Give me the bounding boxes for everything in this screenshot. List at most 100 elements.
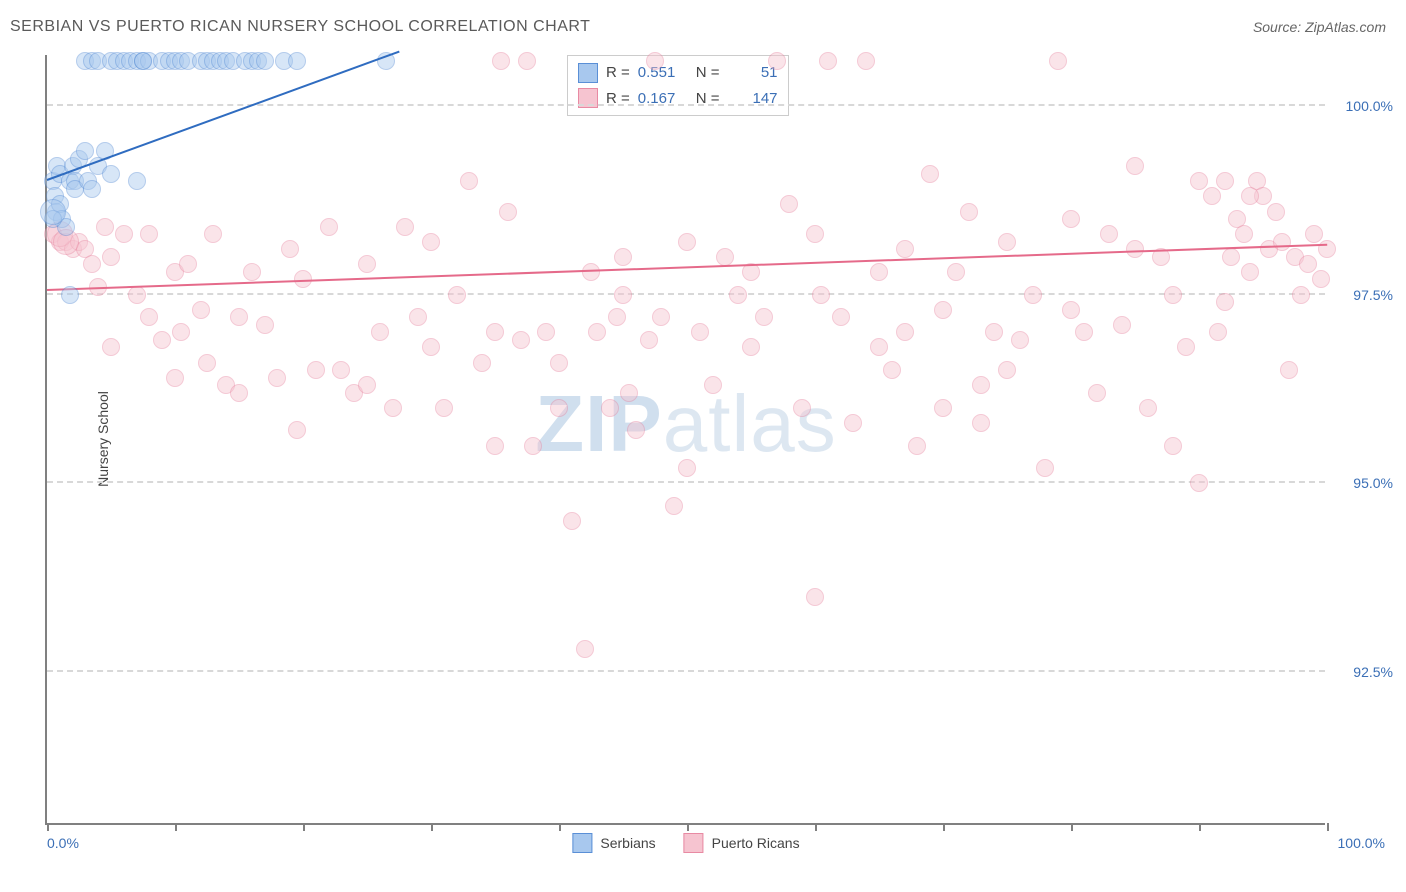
puerto-rican-point (819, 52, 837, 70)
puerto-rican-point (678, 233, 696, 251)
gridline (47, 104, 1325, 106)
legend-series: Serbians Puerto Ricans (572, 833, 799, 853)
gridline (47, 481, 1325, 483)
serbian-point (134, 52, 152, 70)
puerto-rican-point (512, 331, 530, 349)
puerto-rican-point (243, 263, 261, 281)
puerto-rican-point (179, 255, 197, 273)
puerto-rican-point (371, 323, 389, 341)
puerto-rican-point (153, 331, 171, 349)
puerto-rican-point (665, 497, 683, 515)
puerto-rican-point (1267, 203, 1285, 221)
puerto-rican-point (1241, 263, 1259, 281)
puerto-rican-point (1190, 172, 1208, 190)
puerto-rican-point (192, 301, 210, 319)
puerto-rican-point (448, 286, 466, 304)
chart-title: SERBIAN VS PUERTO RICAN NURSERY SCHOOL C… (10, 18, 590, 36)
puerto-rican-point (947, 263, 965, 281)
puerto-rican-point (896, 323, 914, 341)
puerto-rican-point (230, 384, 248, 402)
serbian-point (102, 165, 120, 183)
legend-label-serbians: Serbians (600, 835, 655, 851)
legend-item-serbians: Serbians (572, 833, 655, 853)
puerto-rican-point (998, 233, 1016, 251)
watermark-part2: atlas (663, 379, 837, 468)
puerto-rican-point (486, 437, 504, 455)
puerto-rican-point (1305, 225, 1323, 243)
puerto-rican-point (1273, 233, 1291, 251)
puerto-rican-point (563, 512, 581, 530)
puerto-rican-point (384, 399, 402, 417)
x-tick (1327, 823, 1329, 831)
legend-stats-puerto-ricans: R = 0.167 N = 147 (578, 86, 778, 112)
legend-label-puerto-ricans: Puerto Ricans (712, 835, 800, 851)
x-axis-min-label: 0.0% (47, 835, 79, 851)
n-label: N = (696, 60, 720, 86)
puerto-rican-point (806, 225, 824, 243)
puerto-rican-point (1241, 187, 1259, 205)
serbian-trend-line (47, 51, 400, 181)
puerto-rican-point (492, 52, 510, 70)
puerto-rican-point (230, 308, 248, 326)
puerto-rican-point (1280, 361, 1298, 379)
puerto-rican-point (768, 52, 786, 70)
puerto-rican-point (1062, 301, 1080, 319)
puerto-rican-point (934, 399, 952, 417)
gridline (47, 293, 1325, 295)
puerto-rican-point (780, 195, 798, 213)
puerto-rican-point (1222, 248, 1240, 266)
watermark-part1: ZIP (535, 379, 662, 468)
puerto-rican-point (844, 414, 862, 432)
puerto-rican-point (550, 354, 568, 372)
legend-stats-serbians: R = 0.551 N = 51 (578, 60, 778, 86)
puerto-rican-point (268, 369, 286, 387)
puerto-rican-point (256, 316, 274, 334)
puerto-rican-point (499, 203, 517, 221)
puerto-rican-point (627, 421, 645, 439)
puerto-rican-point (140, 225, 158, 243)
puerto-rican-point (422, 233, 440, 251)
x-tick (431, 823, 433, 831)
puerto-rican-point (985, 323, 1003, 341)
puerto-rican-point (646, 52, 664, 70)
puerto-rican-point (115, 225, 133, 243)
serbian-point (256, 52, 274, 70)
puerto-rican-point (601, 399, 619, 417)
puerto-rican-point (1024, 286, 1042, 304)
puerto-rican-point (812, 286, 830, 304)
puerto-rican-point (409, 308, 427, 326)
puerto-rican-point (742, 338, 760, 356)
x-tick (1199, 823, 1201, 831)
puerto-rican-point (704, 376, 722, 394)
r-label: R = (606, 60, 630, 86)
puerto-rican-point (1292, 286, 1310, 304)
puerto-rican-point (358, 255, 376, 273)
puerto-rican-point (473, 354, 491, 372)
puerto-rican-point (332, 361, 350, 379)
puerto-rican-point (1235, 225, 1253, 243)
puerto-rican-point (166, 369, 184, 387)
puerto-rican-point (1177, 338, 1195, 356)
plot-area: Nursery School ZIPatlas R = 0.551 N = 51… (45, 55, 1325, 825)
puerto-rican-point (793, 399, 811, 417)
x-tick (815, 823, 817, 831)
puerto-rican-point (1088, 384, 1106, 402)
puerto-rican-point (614, 286, 632, 304)
legend-swatch-puerto-ricans-b (684, 833, 704, 853)
puerto-rican-point (729, 286, 747, 304)
puerto-rican-point (422, 338, 440, 356)
puerto-rican-point (1164, 286, 1182, 304)
puerto-rican-point (524, 437, 542, 455)
y-tick-label: 92.5% (1353, 664, 1393, 680)
puerto-rican-point (1100, 225, 1118, 243)
puerto-rican-point (576, 640, 594, 658)
puerto-rican-point (908, 437, 926, 455)
x-tick (943, 823, 945, 831)
y-axis-label: Nursery School (95, 391, 111, 487)
x-tick (687, 823, 689, 831)
puerto-rican-point (883, 361, 901, 379)
r-label: R = (606, 86, 630, 112)
puerto-rican-point (358, 376, 376, 394)
x-tick (47, 823, 49, 831)
puerto-rican-point (320, 218, 338, 236)
